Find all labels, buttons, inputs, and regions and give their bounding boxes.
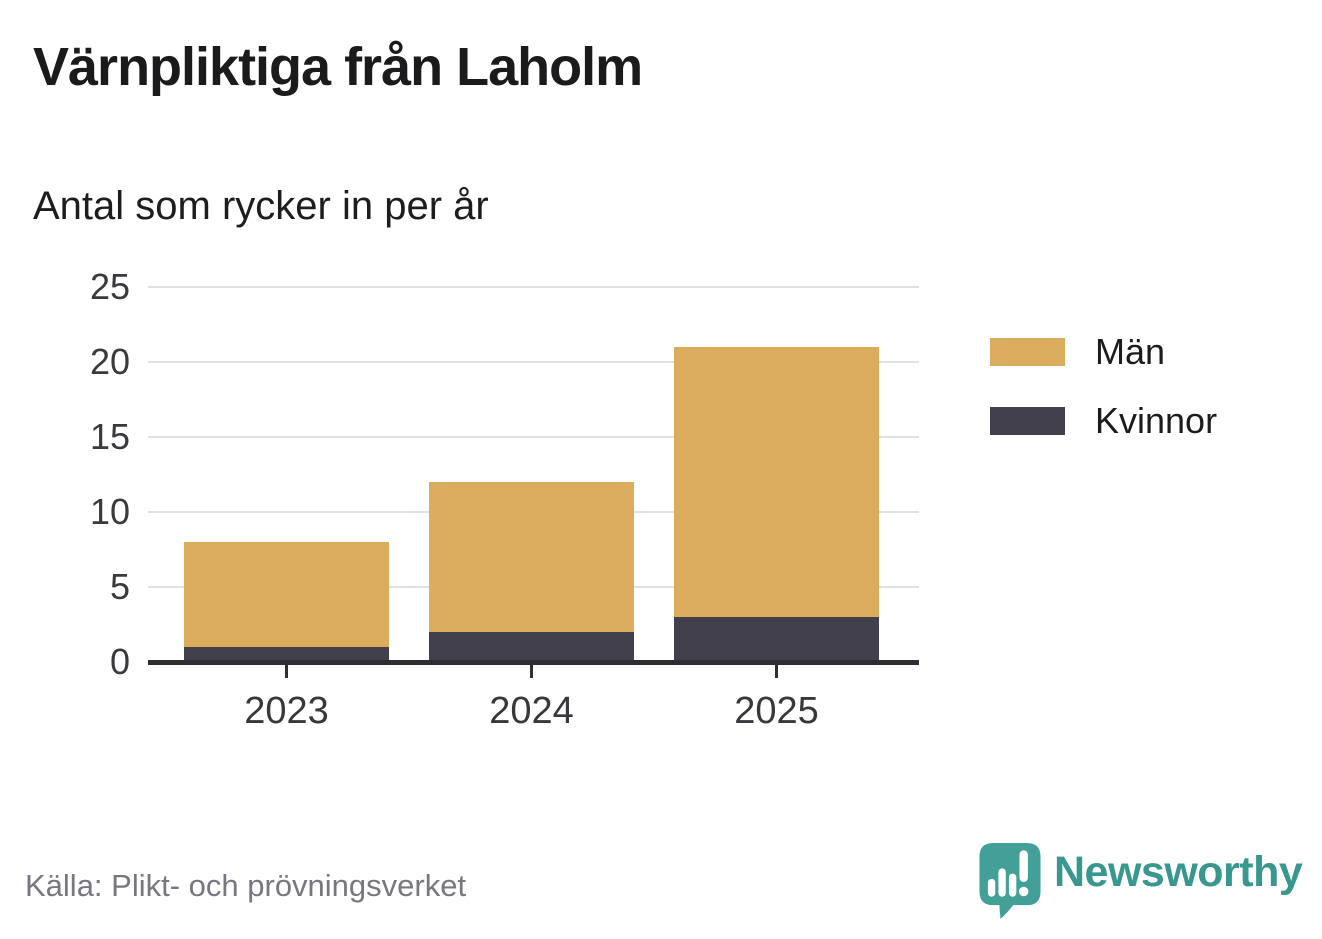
x-axis-line [148, 660, 919, 665]
bar-2025-kvinnor [674, 617, 879, 662]
legend-label-women: Kvinnor [1095, 400, 1218, 441]
xtick-label-2024: 2024 [489, 690, 574, 732]
ytick-label-25: 25 [89, 266, 130, 307]
bar-2024-kvinnor [429, 632, 634, 662]
gridline-y25 [148, 286, 919, 288]
ytick-label-10: 10 [89, 491, 130, 532]
xtick-label-2023: 2023 [244, 690, 329, 732]
bar-2025-män [674, 347, 879, 617]
ytick-label-5: 5 [109, 566, 130, 607]
brand-name: Newsworthy [1054, 848, 1303, 896]
gridline-y20 [148, 361, 919, 363]
xtick-mark-2025 [775, 665, 778, 678]
xtick-mark-2024 [530, 665, 533, 678]
xtick-label-2025: 2025 [734, 690, 819, 732]
legend-item-women: Kvinnor [990, 400, 1217, 442]
brand-logo: Newsworthy [978, 842, 1303, 922]
newsworthy-bubble-icon [979, 843, 1041, 919]
source-note: Källa: Plikt- och prövningsverket [25, 868, 467, 903]
bar-2023-kvinnor [184, 647, 389, 662]
chart-subtitle: Antal som rycker in per år [33, 184, 489, 228]
gridline-y15 [148, 436, 919, 438]
legend-item-men: Män [990, 331, 1217, 373]
bar-2024-män [429, 482, 634, 632]
bar-2023-män [184, 542, 389, 647]
legend-swatch-women [990, 407, 1065, 435]
ytick-label-0: 0 [109, 641, 130, 682]
ytick-label-15: 15 [89, 416, 130, 457]
chart-title: Värnpliktiga från Laholm [33, 37, 643, 97]
legend: Män Kvinnor [990, 331, 1217, 469]
xtick-mark-2023 [285, 665, 288, 678]
ytick-label-20: 20 [89, 341, 130, 382]
legend-swatch-men [990, 338, 1065, 366]
legend-label-men: Män [1095, 331, 1166, 372]
